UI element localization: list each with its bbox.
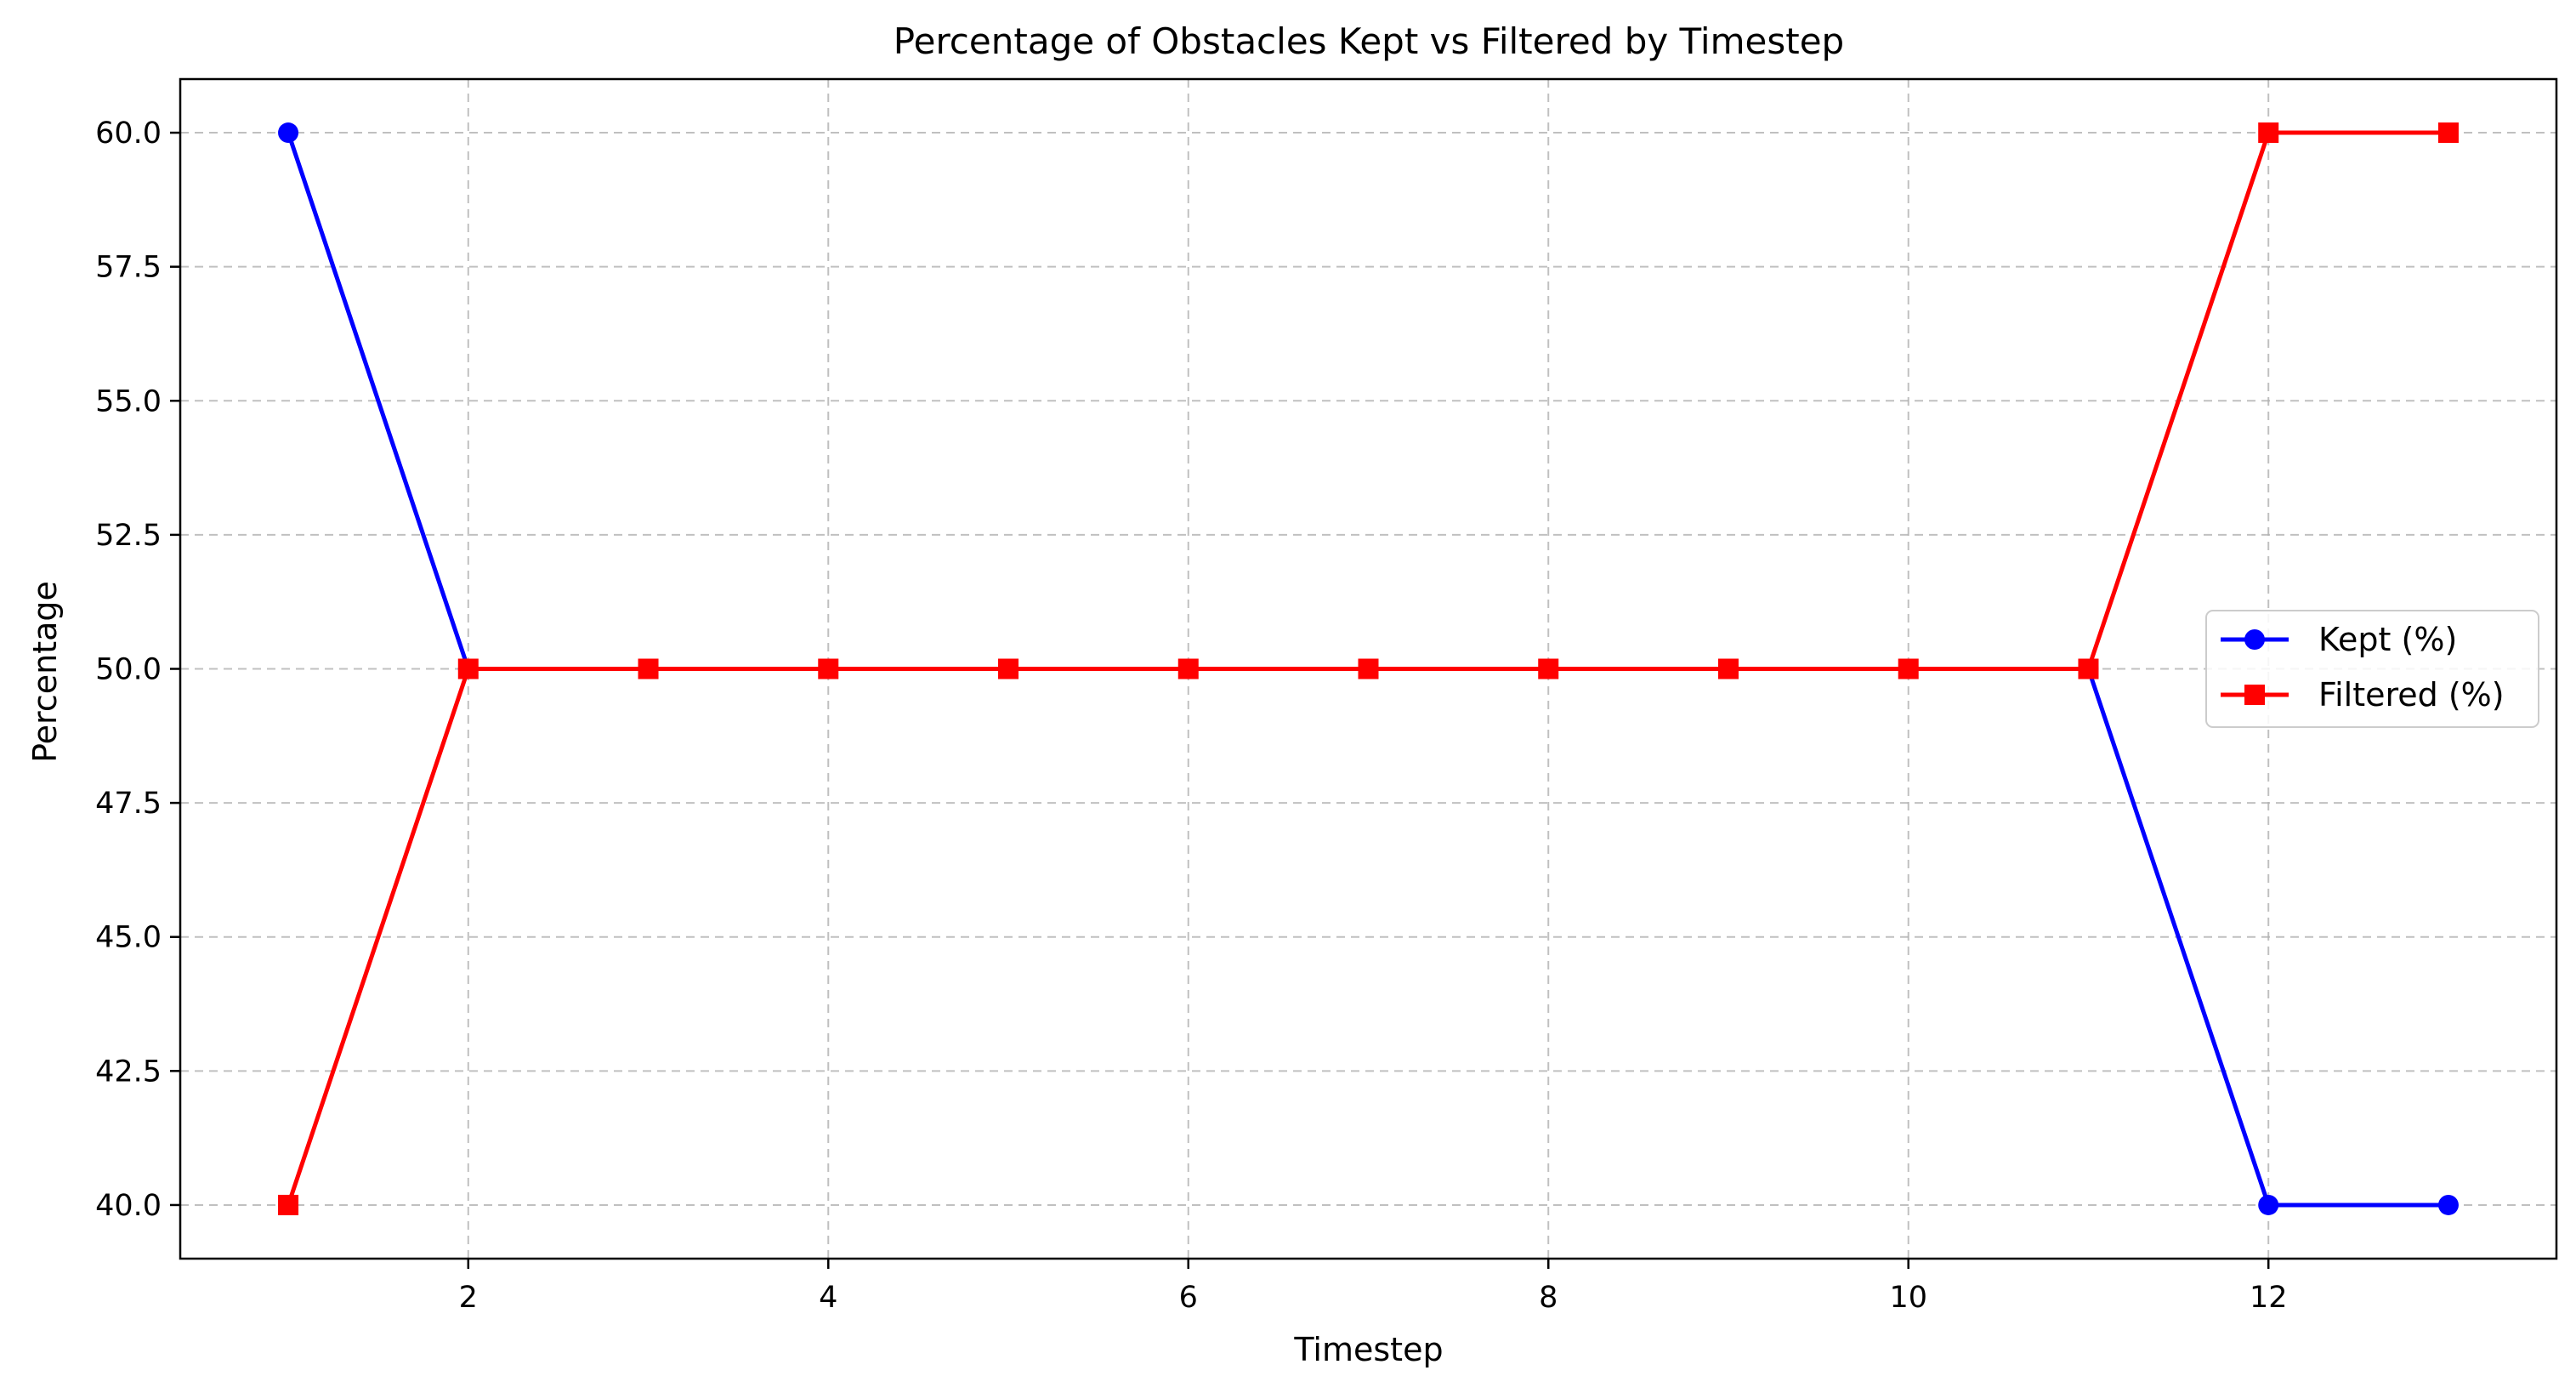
y-tick-label: 47.5 xyxy=(95,787,162,821)
data-point-filtered xyxy=(1358,658,1379,679)
data-point-kept xyxy=(278,122,299,144)
data-point-filtered xyxy=(2078,658,2099,679)
y-axis-label: Percentage xyxy=(26,581,64,763)
y-tick-label: 50.0 xyxy=(95,653,162,687)
legend-label-filtered: Filtered (%) xyxy=(2318,676,2505,714)
x-axis-label: Timestep xyxy=(1293,1331,1443,1368)
y-tick-label: 57.5 xyxy=(95,251,162,285)
data-point-filtered xyxy=(1717,658,1739,679)
y-tick-label: 40.0 xyxy=(95,1189,162,1223)
data-point-kept xyxy=(2437,1194,2459,1215)
x-tick-label: 4 xyxy=(819,1281,837,1315)
x-tick-label: 2 xyxy=(459,1281,478,1315)
x-tick-label: 6 xyxy=(1179,1281,1198,1315)
legend: Kept (%) Filtered (%) xyxy=(2205,610,2539,728)
chart-title: Percentage of Obstacles Kept vs Filtered… xyxy=(894,20,1844,62)
series-layer xyxy=(278,122,2459,1215)
legend-marker-kept xyxy=(2244,629,2265,650)
data-point-kept xyxy=(2258,1194,2279,1215)
legend-label-kept: Kept (%) xyxy=(2318,621,2457,658)
legend-box xyxy=(2205,610,2539,728)
legend-marker-filtered xyxy=(2244,685,2265,705)
data-point-filtered xyxy=(1538,658,1559,679)
y-tick-label: 60.0 xyxy=(95,117,162,151)
data-point-filtered xyxy=(2437,122,2459,144)
data-point-filtered xyxy=(998,658,1019,679)
y-tick-label: 52.5 xyxy=(95,519,162,553)
axis-ticks: 2 4 6 8 10 12 40.0 42.5 45.0 47.5 50.0 52.5 55.0 57.5… xyxy=(95,117,2287,1315)
x-tick-label: 8 xyxy=(1539,1281,1558,1315)
data-point-filtered xyxy=(1177,658,1199,679)
data-point-filtered xyxy=(457,658,479,679)
data-point-filtered xyxy=(638,658,659,679)
y-tick-label: 55.0 xyxy=(95,384,162,418)
y-tick-label: 45.0 xyxy=(95,921,162,955)
data-point-filtered xyxy=(2258,122,2279,144)
y-tick-label: 42.5 xyxy=(95,1055,162,1089)
data-point-filtered xyxy=(1898,658,1919,679)
data-point-filtered xyxy=(818,658,839,679)
data-point-filtered xyxy=(278,1194,299,1215)
x-tick-label: 12 xyxy=(2250,1281,2288,1315)
x-tick-label: 10 xyxy=(1889,1281,1927,1315)
